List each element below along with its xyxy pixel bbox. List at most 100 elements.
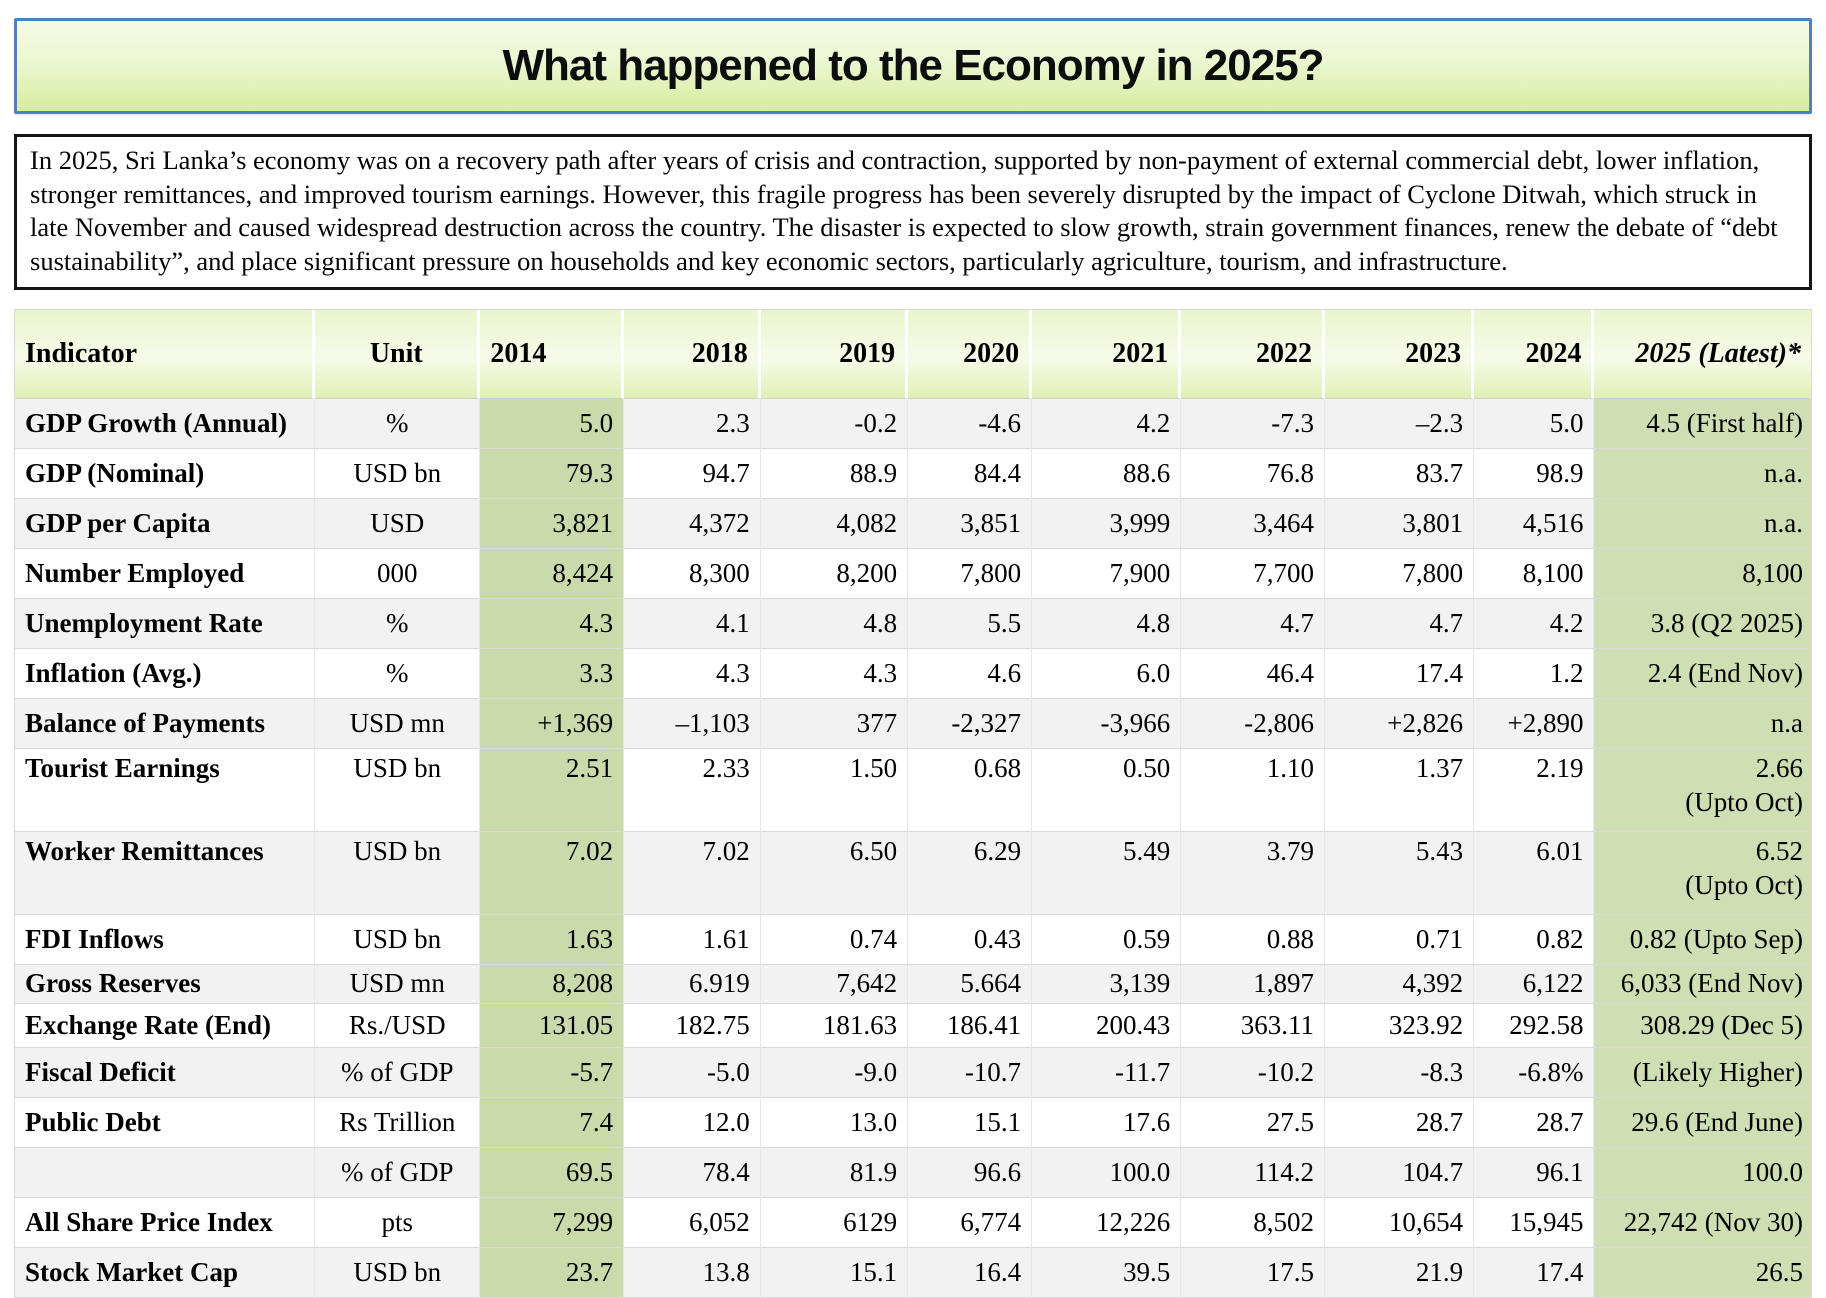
table-row: Fiscal Deficit% of GDP -5.7 -5.0 -9.0 -10.7-… (15, 1048, 1812, 1098)
value-cell: 7,900 (1032, 549, 1182, 599)
latest-value-cell: n.a. (1594, 499, 1812, 549)
table-row: Balance of Payments USD mn +1,369 –1,103 377… (15, 699, 1812, 749)
value-cell: 4.7 (1324, 599, 1475, 649)
table-row: All Share Price Index pts 7,299 6,052 6129 6,… (15, 1198, 1812, 1248)
value-cell: 39.5 (1032, 1248, 1182, 1298)
value-cell: 6.01 (1474, 832, 1595, 915)
value-cell: 4.6 (908, 649, 1033, 699)
value-cell: –2.3 (1324, 399, 1475, 449)
value-cell: 88.9 (760, 449, 909, 499)
indicator-cell: FDI Inflows (15, 915, 316, 965)
latest-value-cell: 6,033 (End Nov) (1594, 965, 1812, 1004)
col-header-2024: 2024 (1474, 310, 1595, 399)
indicator-cell (15, 1148, 316, 1198)
unit-cell: USD bn (315, 1248, 481, 1298)
value-cell: 46.4 (1181, 649, 1325, 699)
value-cell: 1.61 (624, 915, 761, 965)
value-cell: 8,200 (760, 549, 909, 599)
unit-cell: USD (315, 499, 481, 549)
value-cell: 2.51 (480, 749, 625, 832)
table-row: FDI Inflows USD bn 1.63 1.61 0.74 0.43 0.59 0.8… (15, 915, 1812, 965)
value-cell: -10.2 (1181, 1048, 1325, 1098)
col-header-2014: 2014 (480, 310, 625, 399)
unit-cell: 000 (315, 549, 481, 599)
value-cell: 8,300 (624, 549, 761, 599)
value-cell: 4.3 (624, 649, 761, 699)
value-cell: -10.7 (908, 1048, 1033, 1098)
value-cell: -6.8% (1474, 1048, 1595, 1098)
indicator-cell: Unemployment Rate (15, 599, 316, 649)
table-row: % of GDP 69.5 78.4 81.9 96.6 100.0 114.2 104.7 9… (15, 1148, 1812, 1198)
table-header-row: Indicator Unit 2014 2018 2019 2020 2021 … (15, 310, 1812, 399)
value-cell: 114.2 (1181, 1148, 1325, 1198)
value-cell: +1,369 (480, 699, 625, 749)
value-cell: 2.33 (624, 749, 761, 832)
value-cell: 5.49 (1032, 832, 1182, 915)
value-cell: -5.7 (480, 1048, 625, 1098)
unit-cell: Rs Trillion (315, 1098, 481, 1148)
value-cell: 3,464 (1181, 499, 1325, 549)
col-header-2025-latest: 2025 (Latest)* (1594, 310, 1812, 399)
indicator-cell: Fiscal Deficit (15, 1048, 316, 1098)
value-cell: -5.0 (624, 1048, 761, 1098)
value-cell: 8,208 (480, 965, 625, 1004)
value-cell: -0.2 (760, 399, 909, 449)
value-cell: 21.9 (1324, 1248, 1475, 1298)
value-cell: -8.3 (1324, 1048, 1475, 1098)
value-cell: 0.82 (1474, 915, 1595, 965)
value-cell: 4.8 (760, 599, 909, 649)
value-cell: 15.1 (760, 1248, 909, 1298)
col-header-2020: 2020 (908, 310, 1033, 399)
value-cell: 76.8 (1181, 449, 1325, 499)
value-cell: 23.7 (480, 1248, 625, 1298)
col-header-2023: 2023 (1324, 310, 1475, 399)
value-cell: 0.59 (1032, 915, 1182, 965)
table-row: Worker Remittances USD bn 7.02 7.02 6.50 6.29… (15, 832, 1812, 915)
value-cell: 0.88 (1181, 915, 1325, 965)
title-banner: What happened to the Economy in 2025? (14, 18, 1812, 114)
unit-cell: USD bn (315, 832, 481, 915)
indicator-cell: GDP Growth (Annual) (15, 399, 316, 449)
value-cell: -7.3 (1181, 399, 1325, 449)
unit-cell: USD mn (315, 699, 481, 749)
indicator-cell: All Share Price Index (15, 1198, 316, 1248)
value-cell: 1.37 (1324, 749, 1475, 832)
indicator-cell: GDP (Nominal) (15, 449, 316, 499)
value-cell: 17.5 (1181, 1248, 1325, 1298)
indicator-cell: Tourist Earnings (15, 749, 316, 832)
value-cell: 96.6 (908, 1148, 1033, 1198)
col-header-unit: Unit (315, 310, 481, 399)
value-cell: 3,851 (908, 499, 1033, 549)
value-cell: 6,774 (908, 1198, 1033, 1248)
value-cell: 1.10 (1181, 749, 1325, 832)
value-cell: 292.58 (1474, 1004, 1595, 1048)
value-cell: 4.2 (1474, 599, 1595, 649)
value-cell: 28.7 (1474, 1098, 1595, 1148)
page-title: What happened to the Economy in 2025? (502, 41, 1324, 90)
latest-value-cell: n.a (1594, 699, 1812, 749)
value-cell: 69.5 (480, 1148, 625, 1198)
value-cell: -2,327 (908, 699, 1033, 749)
value-cell: 6,052 (624, 1198, 761, 1248)
value-cell: 17.6 (1032, 1098, 1182, 1148)
value-cell: 15.1 (908, 1098, 1033, 1148)
value-cell: 4,392 (1324, 965, 1475, 1004)
latest-value-cell: 0.82 (Upto Sep) (1594, 915, 1812, 965)
value-cell: 1.2 (1474, 649, 1595, 699)
value-cell: 10,654 (1324, 1198, 1475, 1248)
value-cell: 200.43 (1032, 1004, 1182, 1048)
latest-value-cell: 3.8 (Q2 2025) (1594, 599, 1812, 649)
value-cell: 5.43 (1324, 832, 1475, 915)
value-cell: 7,642 (760, 965, 909, 1004)
indicator-cell: Exchange Rate (End) (15, 1004, 316, 1048)
value-cell: 17.4 (1474, 1248, 1595, 1298)
value-cell: 4.2 (1032, 399, 1182, 449)
latest-value-cell: 2.4 (End Nov) (1594, 649, 1812, 699)
unit-cell: USD mn (315, 965, 481, 1004)
value-cell: 2.3 (624, 399, 761, 449)
value-cell: 6129 (760, 1198, 909, 1248)
indicator-cell: Number Employed (15, 549, 316, 599)
value-cell: -11.7 (1032, 1048, 1182, 1098)
col-header-2019: 2019 (760, 310, 909, 399)
table-row: Tourist Earnings USD bn 2.51 2.33 1.50 0.68 0.… (15, 749, 1812, 832)
